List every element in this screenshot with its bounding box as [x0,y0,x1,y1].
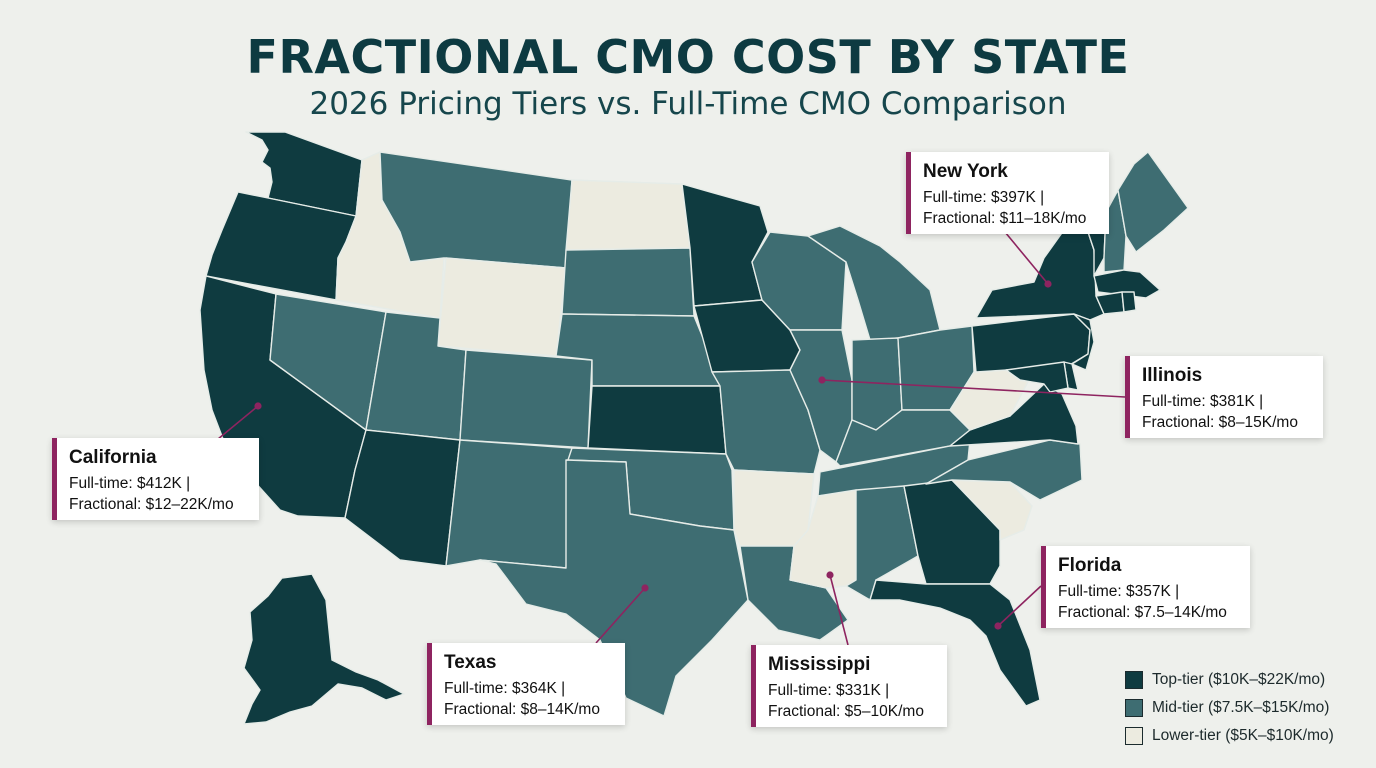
state-massachusetts [1093,269,1161,299]
callout-state-name: California [69,447,157,468]
map-subtitle: 2026 Pricing Tiers vs. Full-Time CMO Com… [309,86,1067,122]
legend-item-mid-tier: Mid-tier ($7.5K–$15K/mo) [1125,694,1334,722]
leader-line-california [211,405,259,445]
callout-fractional: Fractional: $7.5–14K/mo [1058,604,1227,621]
states-layer [199,131,1189,725]
state-arizona [344,429,461,567]
leader-dot-illinois [818,376,826,384]
state-wisconsin [751,231,847,331]
callout-texas: Texas Full-time: $364K | Fractional: $8–… [427,643,625,725]
legend-swatch [1125,671,1143,689]
state-new-jersey [1071,313,1095,371]
state-montana [379,151,573,269]
leader-line-mississippi [829,574,849,646]
leader-lines [211,225,1126,646]
state-new-mexico [445,439,573,569]
state-maine [1117,151,1189,253]
callout-state-name: Illinois [1142,365,1203,386]
state-north-dakota [565,179,691,251]
callout-full-time: Full-time: $381K | [1142,393,1264,410]
state-north-carolina [925,439,1083,501]
callout-full-time: Full-time: $331K | [768,682,890,699]
legend: Top-tier ($10K–$22K/mo) Mid-tier ($7.5K–… [1125,666,1334,750]
state-texas [479,459,749,717]
state-arkansas [733,469,815,547]
state-illinois [789,329,853,463]
callout-state-name: Mississippi [768,654,871,675]
state-south-dakota [561,247,695,317]
callout-state-name: Florida [1058,555,1122,576]
state-wyoming [437,257,567,357]
callout-full-time: Full-time: $412K | [69,475,191,492]
leader-line-texas [595,587,646,644]
callout-fractional: Fractional: $8–14K/mo [444,701,600,718]
callout-new-york: New York Full-time: $397K | Fractional: … [906,152,1109,234]
callout-california: California Full-time: $412K | Fractional… [52,438,259,520]
legend-label: Mid-tier ($7.5K–$15K/mo) [1152,699,1330,716]
legend-item-top-tier: Top-tier ($10K–$22K/mo) [1125,666,1334,694]
legend-label: Lower-tier ($5K–$10K/mo) [1152,727,1334,744]
state-washington [245,131,363,217]
leader-dot-mississippi [826,571,834,579]
callout-florida: Florida Full-time: $357K | Fractional: $… [1041,546,1250,628]
state-alaska [243,573,405,725]
map-title: FRACTIONAL CMO COST BY STATE [246,30,1130,84]
callout-state-name: Texas [444,652,497,673]
leader-line-illinois [821,379,1126,398]
legend-label: Top-tier ($10K–$22K/mo) [1152,671,1326,688]
legend-swatch [1125,727,1143,745]
state-rhode-island [1121,291,1137,313]
state-florida [869,579,1041,707]
leader-dot-texas [641,584,649,592]
callout-full-time: Full-time: $357K | [1058,583,1180,600]
callout-state-name: New York [923,161,1008,182]
legend-item-lower-tier: Lower-tier ($5K–$10K/mo) [1125,722,1334,750]
state-kansas [587,385,727,455]
state-minnesota [681,183,769,307]
state-new-york [975,219,1105,321]
legend-swatch [1125,699,1143,717]
state-colorado [459,349,593,449]
leader-dot-california [254,402,262,410]
leader-dot-new-york [1044,280,1052,288]
leader-line-new-york [999,225,1049,285]
callout-fractional: Fractional: $11–18K/mo [923,210,1087,227]
leader-dot-florida [994,622,1002,630]
leader-line-florida [997,585,1042,627]
callout-illinois: Illinois Full-time: $381K | Fractional: … [1125,356,1323,438]
callout-mississippi: Mississippi Full-time: $331K | Fractiona… [751,645,947,727]
callout-fractional: Fractional: $5–10K/mo [768,703,924,720]
callout-fractional: Fractional: $12–22K/mo [69,496,234,513]
callout-full-time: Full-time: $364K | [444,680,566,697]
callout-full-time: Full-time: $397K | [923,189,1045,206]
callout-fractional: Fractional: $8–15K/mo [1142,414,1298,431]
